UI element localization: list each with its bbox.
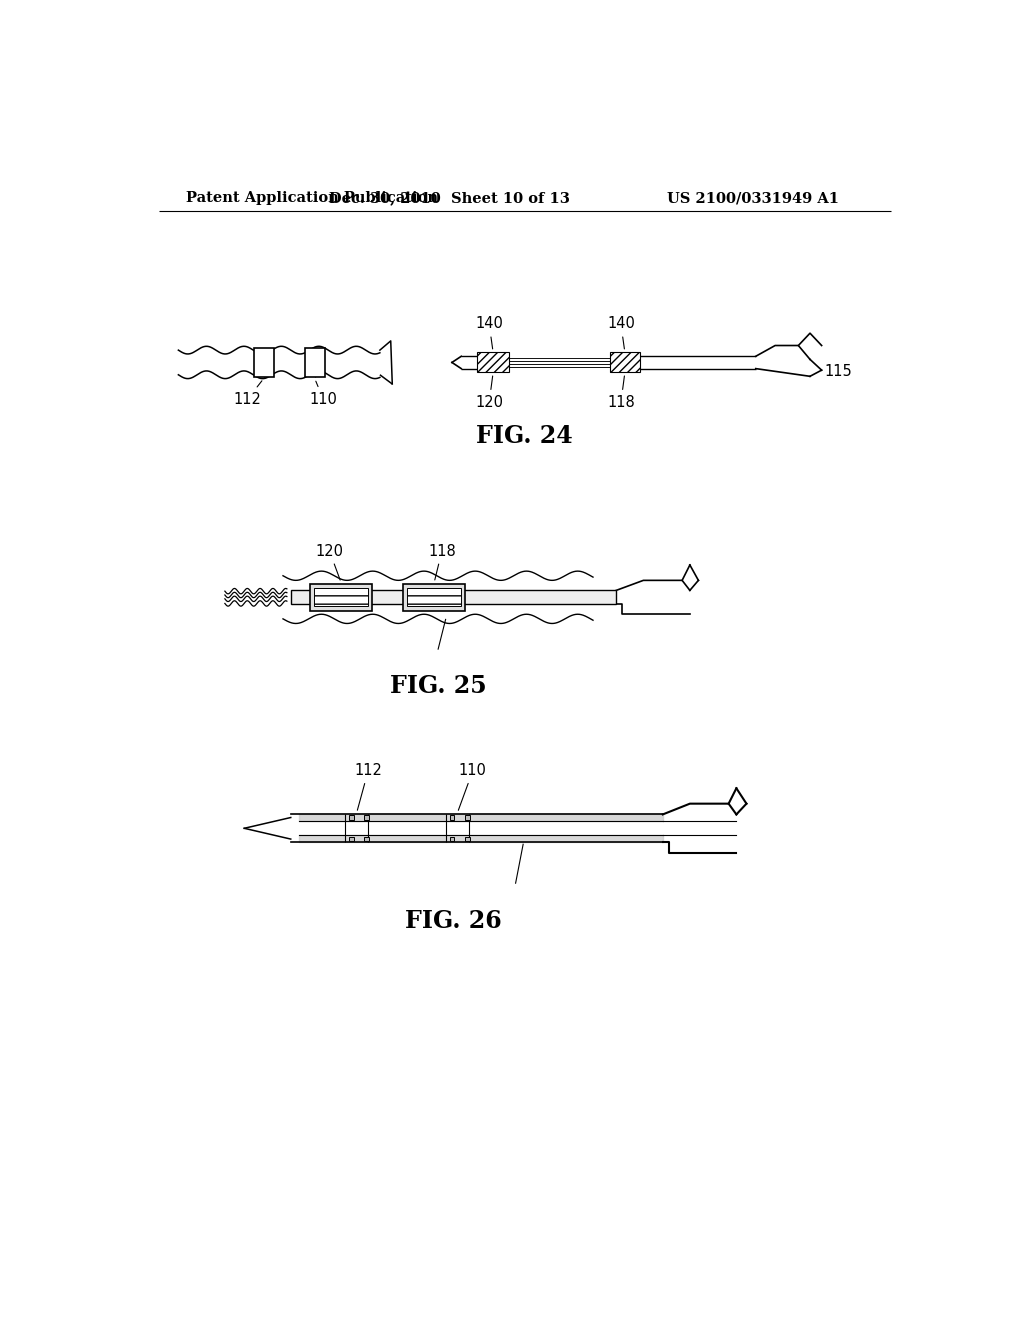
Bar (314, 589, 369, 606)
Text: 112: 112 (354, 763, 382, 810)
Text: 118: 118 (428, 544, 456, 579)
Text: 120: 120 (475, 376, 503, 411)
Text: FIG. 25: FIG. 25 (390, 673, 486, 698)
Bar (450, 837, 455, 841)
Text: 118: 118 (607, 376, 635, 411)
Bar (465, 837, 470, 841)
Bar (365, 816, 369, 820)
Bar (465, 816, 470, 820)
Text: US 2100/0331949 A1: US 2100/0331949 A1 (667, 191, 839, 206)
Bar (305, 348, 325, 378)
Bar (407, 589, 461, 606)
Bar (610, 352, 640, 372)
Bar (254, 348, 273, 378)
Text: 140: 140 (607, 317, 635, 348)
Text: Dec. 30, 2010  Sheet 10 of 13: Dec. 30, 2010 Sheet 10 of 13 (329, 191, 570, 206)
Bar (291, 590, 616, 605)
Text: 115: 115 (824, 364, 852, 379)
Bar (310, 583, 372, 611)
Bar (365, 837, 369, 841)
Bar (349, 837, 353, 841)
Text: Patent Application Publication: Patent Application Publication (186, 191, 438, 206)
Text: 110: 110 (459, 763, 486, 810)
Text: FIG. 24: FIG. 24 (476, 424, 573, 447)
Text: 110: 110 (309, 381, 337, 407)
Bar (450, 816, 455, 820)
Bar (477, 352, 509, 372)
Text: FIG. 26: FIG. 26 (406, 908, 502, 933)
Text: 112: 112 (233, 380, 262, 407)
Text: 120: 120 (315, 544, 343, 579)
Text: 140: 140 (475, 317, 503, 348)
Bar (349, 816, 353, 820)
Bar (403, 583, 465, 611)
